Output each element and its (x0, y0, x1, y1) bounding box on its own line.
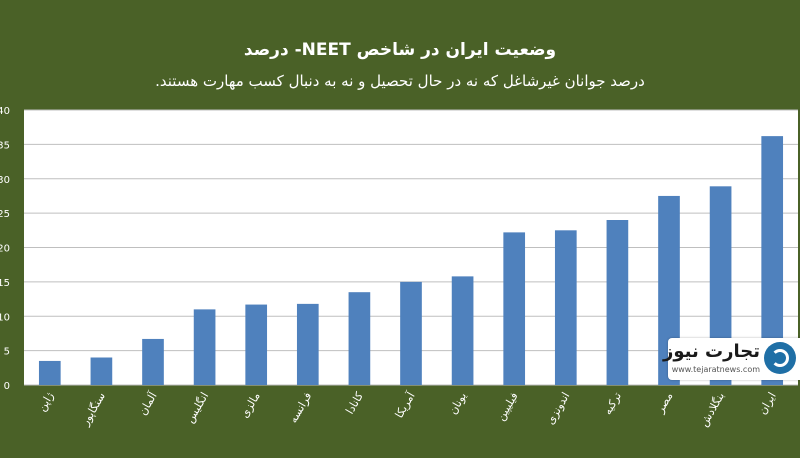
y-tick-label-5: 25 (0, 209, 10, 220)
bar-13 (709, 186, 732, 385)
watermark-logo: تجارت نیوز www.tejaratnews.com (663, 338, 800, 380)
bar-14 (761, 136, 784, 385)
bar-3 (193, 309, 216, 385)
x-tick-label-11: ترکیه (601, 390, 624, 417)
y-tick-label-0: 0 (4, 381, 10, 392)
logo-url: www.tejaratnews.com (671, 365, 760, 374)
bar-2 (142, 338, 164, 385)
y-tick-label-6: 30 (0, 175, 10, 186)
chart-subtitle: درصد جوانان غیرشاغل که نه در حال تحصیل و… (155, 72, 645, 90)
bar-4 (245, 304, 268, 385)
x-tick-label-5: فرانسه (287, 390, 315, 425)
y-tick-label-2: 10 (0, 312, 10, 323)
x-tick-label-14: ایران (756, 390, 779, 417)
x-tick-label-2: آلمان (135, 389, 160, 418)
y-tick-label-4: 20 (0, 244, 10, 255)
logo-name: تجارت نیوز (663, 341, 760, 362)
x-tick-label-13: بنگلادش (697, 390, 727, 429)
x-tick-label-4: مالزی (238, 390, 263, 420)
logo-icon (764, 342, 796, 374)
x-tick-label-7: آمریکا (392, 389, 418, 421)
x-tick-label-6: کانادا (343, 389, 366, 416)
x-tick-label-9: فیلیپین (494, 390, 521, 423)
bar-10 (554, 230, 577, 385)
x-tick-label-3: انگلیس (183, 390, 211, 425)
bar-9 (503, 232, 526, 385)
bar-11 (606, 220, 629, 385)
y-tick-label-7: 35 (0, 140, 10, 151)
y-tick-label-8: 40 (0, 106, 10, 117)
bar-0 (38, 360, 61, 385)
bar-6 (348, 292, 371, 385)
chart-title: وضعیت ایران در شاخص NEET- درصد (243, 40, 557, 60)
bar-1 (90, 357, 113, 385)
x-tick-label-10: اندونزی (544, 390, 573, 427)
bar-5 (296, 303, 319, 385)
bar-7 (400, 281, 422, 385)
y-tick-label-1: 5 (4, 347, 10, 358)
x-tick-label-12: مصر (653, 390, 676, 416)
x-tick-label-8: یونان (446, 390, 469, 417)
y-tick-label-3: 15 (0, 278, 10, 289)
x-tick-label-0: ژاپن (35, 390, 56, 414)
bar-8 (451, 276, 474, 385)
bar-12 (658, 195, 680, 385)
x-tick-label-1: سنگاپور (78, 390, 108, 429)
